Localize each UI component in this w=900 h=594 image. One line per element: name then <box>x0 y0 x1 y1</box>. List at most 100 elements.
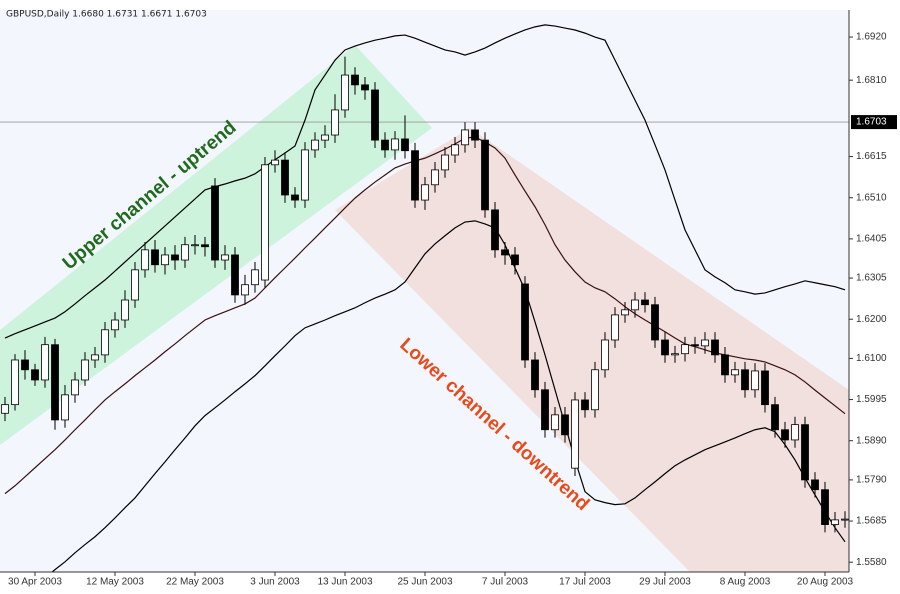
candle-body <box>581 399 589 411</box>
candle-body <box>571 399 579 469</box>
candle-body <box>31 369 39 381</box>
chart-title: GBPUSD,Daily 1.6680 1.6731 1.6671 1.6703 <box>6 10 207 20</box>
candle-body <box>561 414 569 436</box>
candle-body <box>781 429 789 441</box>
x-tick-label: 22 May 2003 <box>166 577 224 588</box>
y-tick-label: 1.6305 <box>856 273 887 284</box>
candle-body <box>161 254 169 266</box>
candle-body <box>391 138 399 151</box>
candle-body <box>271 159 279 166</box>
candle-body <box>1 404 9 414</box>
candle-body <box>371 89 379 141</box>
candle-body <box>601 339 609 371</box>
candle-body <box>471 129 479 141</box>
candle-body <box>651 304 659 341</box>
candle-body <box>21 359 29 371</box>
candle-body <box>441 154 449 171</box>
x-tick-label: 3 Jun 2003 <box>250 577 300 588</box>
y-tick-label: 1.5790 <box>856 475 887 486</box>
candle-body <box>711 339 719 356</box>
candle-body <box>291 194 299 201</box>
candle-body <box>671 353 679 356</box>
x-tick-label: 7 Jul 2003 <box>482 577 529 588</box>
candle-body <box>241 284 249 296</box>
y-tick-label: 1.6200 <box>856 314 887 325</box>
candle-body <box>681 344 689 355</box>
candle-body <box>461 129 469 146</box>
x-tick-label: 20 Aug 2003 <box>797 577 854 588</box>
candle-body <box>801 424 809 481</box>
current-price-label: 1.6703 <box>856 117 887 128</box>
y-tick-label: 1.5580 <box>856 557 887 568</box>
candle-body <box>791 424 799 441</box>
downtrend-channel <box>335 128 849 572</box>
candle-body <box>761 370 769 406</box>
candle-body <box>251 269 259 286</box>
candle-body <box>661 339 669 356</box>
candle-body <box>431 169 439 186</box>
candle-body <box>641 299 649 306</box>
plot-layer <box>0 24 849 572</box>
candle-body <box>511 254 519 266</box>
y-tick-label: 1.5995 <box>856 394 887 405</box>
candle-body <box>151 249 159 266</box>
x-tick-label: 25 Jun 2003 <box>397 577 452 588</box>
candle-body <box>421 184 429 201</box>
y-tick-label: 1.6405 <box>856 234 887 245</box>
candle-body <box>411 150 419 201</box>
candle-body <box>231 254 239 296</box>
y-tick-label: 1.6615 <box>856 151 887 162</box>
candle-body <box>81 359 89 381</box>
x-tick-label: 12 May 2003 <box>86 577 144 588</box>
candle-body <box>521 283 529 361</box>
candle-body <box>591 369 599 411</box>
candle-body <box>131 269 139 301</box>
candle-body <box>541 389 549 431</box>
x-tick-label: 13 Jun 2003 <box>317 577 372 588</box>
candle-body <box>51 344 59 421</box>
candle-body <box>381 139 389 151</box>
x-tick-label: 17 Jul 2003 <box>559 577 611 588</box>
candle-body <box>771 404 779 431</box>
candle-body <box>731 369 739 376</box>
y-tick-label: 1.6510 <box>856 192 887 203</box>
y-tick-label: 1.6810 <box>856 75 887 86</box>
candle-body <box>61 394 69 421</box>
candle-body <box>281 159 289 196</box>
candle-body <box>631 299 639 311</box>
candle-body <box>841 518 849 521</box>
x-tick-label: 30 Apr 2003 <box>8 577 62 588</box>
candle-body <box>301 149 309 201</box>
candle-body <box>721 354 729 376</box>
candle-body <box>501 249 509 256</box>
candle-body <box>121 299 129 321</box>
x-tick-label: 8 Aug 2003 <box>720 577 771 588</box>
candle-body <box>141 249 149 271</box>
candle-body <box>91 354 99 361</box>
candle-body <box>201 244 209 248</box>
candle-body <box>181 244 189 261</box>
current-price-box <box>851 115 897 130</box>
candle-body <box>691 344 699 347</box>
candle-body <box>551 414 559 431</box>
candle-body <box>321 134 329 141</box>
candle-body <box>451 144 459 156</box>
candle-body <box>311 139 319 151</box>
candle-body <box>621 309 629 316</box>
candle-body <box>41 344 49 381</box>
candle-body <box>191 244 199 247</box>
candle-body <box>361 84 369 91</box>
candle-body <box>531 359 539 391</box>
candle-body <box>221 254 229 261</box>
candle-body <box>261 164 269 281</box>
candle-body <box>171 254 179 261</box>
candle-body <box>611 314 619 341</box>
candle-body <box>111 319 119 331</box>
candle-body <box>481 139 489 211</box>
x-tick-label: 29 Jul 2003 <box>639 577 691 588</box>
candle-body <box>11 359 19 406</box>
candle-body <box>101 329 109 356</box>
candle-body <box>211 185 219 261</box>
